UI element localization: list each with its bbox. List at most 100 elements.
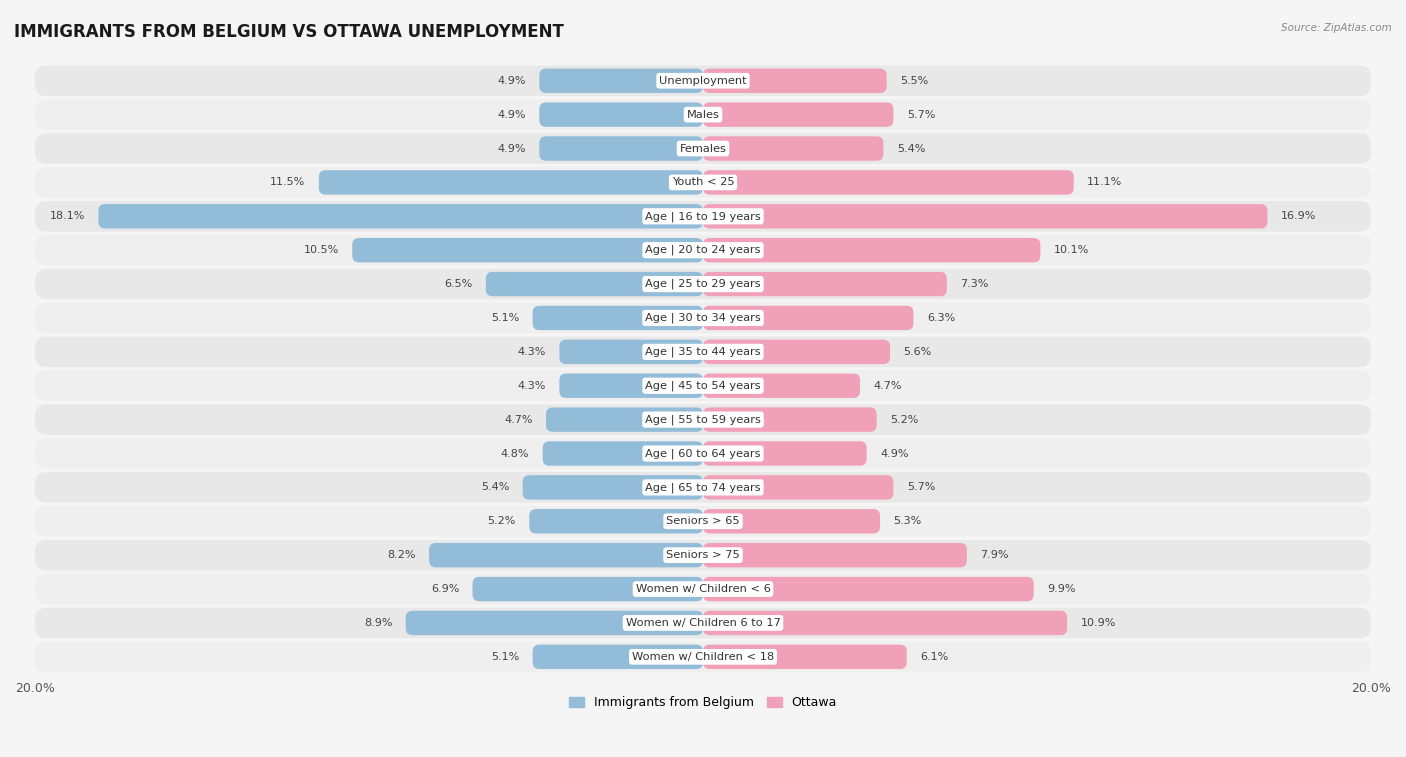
Text: 4.9%: 4.9% xyxy=(880,448,908,459)
Text: Age | 30 to 34 years: Age | 30 to 34 years xyxy=(645,313,761,323)
Text: 4.9%: 4.9% xyxy=(498,76,526,86)
FancyBboxPatch shape xyxy=(429,543,703,568)
FancyBboxPatch shape xyxy=(35,337,1371,367)
Text: 6.3%: 6.3% xyxy=(927,313,955,323)
Text: Women w/ Children < 18: Women w/ Children < 18 xyxy=(631,652,775,662)
Text: Seniors > 65: Seniors > 65 xyxy=(666,516,740,526)
Text: Age | 60 to 64 years: Age | 60 to 64 years xyxy=(645,448,761,459)
FancyBboxPatch shape xyxy=(319,170,703,195)
FancyBboxPatch shape xyxy=(35,235,1371,266)
Text: 9.9%: 9.9% xyxy=(1047,584,1076,594)
FancyBboxPatch shape xyxy=(703,238,1040,263)
Text: IMMIGRANTS FROM BELGIUM VS OTTAWA UNEMPLOYMENT: IMMIGRANTS FROM BELGIUM VS OTTAWA UNEMPL… xyxy=(14,23,564,41)
Text: 8.2%: 8.2% xyxy=(387,550,416,560)
FancyBboxPatch shape xyxy=(35,642,1371,672)
FancyBboxPatch shape xyxy=(35,133,1371,164)
Text: 5.1%: 5.1% xyxy=(491,652,519,662)
Text: Age | 20 to 24 years: Age | 20 to 24 years xyxy=(645,245,761,255)
FancyBboxPatch shape xyxy=(703,69,887,93)
Text: 7.3%: 7.3% xyxy=(960,279,988,289)
FancyBboxPatch shape xyxy=(703,475,893,500)
FancyBboxPatch shape xyxy=(472,577,703,601)
Text: 5.5%: 5.5% xyxy=(900,76,928,86)
Text: 4.3%: 4.3% xyxy=(517,347,546,357)
Text: 8.9%: 8.9% xyxy=(364,618,392,628)
FancyBboxPatch shape xyxy=(703,373,860,398)
Text: 6.5%: 6.5% xyxy=(444,279,472,289)
FancyBboxPatch shape xyxy=(703,340,890,364)
Text: Women w/ Children < 6: Women w/ Children < 6 xyxy=(636,584,770,594)
Text: 16.9%: 16.9% xyxy=(1281,211,1316,221)
Text: 11.1%: 11.1% xyxy=(1087,177,1122,188)
Text: Age | 16 to 19 years: Age | 16 to 19 years xyxy=(645,211,761,222)
Text: Seniors > 75: Seniors > 75 xyxy=(666,550,740,560)
Text: 11.5%: 11.5% xyxy=(270,177,305,188)
FancyBboxPatch shape xyxy=(703,136,883,160)
Text: 5.4%: 5.4% xyxy=(481,482,509,492)
FancyBboxPatch shape xyxy=(35,269,1371,299)
Text: 5.7%: 5.7% xyxy=(907,482,935,492)
Text: Age | 35 to 44 years: Age | 35 to 44 years xyxy=(645,347,761,357)
FancyBboxPatch shape xyxy=(35,438,1371,469)
FancyBboxPatch shape xyxy=(533,645,703,669)
FancyBboxPatch shape xyxy=(703,577,1033,601)
Text: 5.7%: 5.7% xyxy=(907,110,935,120)
Text: Age | 65 to 74 years: Age | 65 to 74 years xyxy=(645,482,761,493)
FancyBboxPatch shape xyxy=(540,102,703,127)
FancyBboxPatch shape xyxy=(703,645,907,669)
FancyBboxPatch shape xyxy=(703,272,946,296)
FancyBboxPatch shape xyxy=(703,543,967,568)
FancyBboxPatch shape xyxy=(35,303,1371,333)
FancyBboxPatch shape xyxy=(703,509,880,534)
FancyBboxPatch shape xyxy=(35,574,1371,604)
FancyBboxPatch shape xyxy=(560,340,703,364)
FancyBboxPatch shape xyxy=(529,509,703,534)
FancyBboxPatch shape xyxy=(35,201,1371,232)
FancyBboxPatch shape xyxy=(98,204,703,229)
Text: 10.1%: 10.1% xyxy=(1053,245,1090,255)
FancyBboxPatch shape xyxy=(35,99,1371,130)
FancyBboxPatch shape xyxy=(35,472,1371,503)
FancyBboxPatch shape xyxy=(406,611,703,635)
Text: 4.3%: 4.3% xyxy=(517,381,546,391)
FancyBboxPatch shape xyxy=(35,370,1371,401)
Text: 10.5%: 10.5% xyxy=(304,245,339,255)
FancyBboxPatch shape xyxy=(35,540,1371,571)
FancyBboxPatch shape xyxy=(523,475,703,500)
Text: Age | 55 to 59 years: Age | 55 to 59 years xyxy=(645,414,761,425)
FancyBboxPatch shape xyxy=(703,102,893,127)
Text: 5.4%: 5.4% xyxy=(897,144,925,154)
Text: Females: Females xyxy=(679,144,727,154)
FancyBboxPatch shape xyxy=(703,441,866,466)
Text: 6.9%: 6.9% xyxy=(430,584,460,594)
Text: 4.9%: 4.9% xyxy=(498,144,526,154)
Text: 10.9%: 10.9% xyxy=(1080,618,1116,628)
FancyBboxPatch shape xyxy=(486,272,703,296)
FancyBboxPatch shape xyxy=(703,611,1067,635)
Text: 7.9%: 7.9% xyxy=(980,550,1008,560)
Text: Males: Males xyxy=(686,110,720,120)
Text: Age | 25 to 29 years: Age | 25 to 29 years xyxy=(645,279,761,289)
FancyBboxPatch shape xyxy=(703,170,1074,195)
Text: 4.9%: 4.9% xyxy=(498,110,526,120)
FancyBboxPatch shape xyxy=(35,167,1371,198)
Text: 5.6%: 5.6% xyxy=(904,347,932,357)
Text: 4.7%: 4.7% xyxy=(505,415,533,425)
Text: 5.1%: 5.1% xyxy=(491,313,519,323)
Text: Unemployment: Unemployment xyxy=(659,76,747,86)
Text: Age | 45 to 54 years: Age | 45 to 54 years xyxy=(645,381,761,391)
FancyBboxPatch shape xyxy=(546,407,703,431)
Text: 5.2%: 5.2% xyxy=(890,415,918,425)
Text: Women w/ Children 6 to 17: Women w/ Children 6 to 17 xyxy=(626,618,780,628)
FancyBboxPatch shape xyxy=(703,407,877,431)
FancyBboxPatch shape xyxy=(35,608,1371,638)
FancyBboxPatch shape xyxy=(35,506,1371,537)
Text: 4.7%: 4.7% xyxy=(873,381,901,391)
Text: Youth < 25: Youth < 25 xyxy=(672,177,734,188)
FancyBboxPatch shape xyxy=(540,69,703,93)
FancyBboxPatch shape xyxy=(353,238,703,263)
FancyBboxPatch shape xyxy=(560,373,703,398)
FancyBboxPatch shape xyxy=(703,204,1268,229)
Text: 6.1%: 6.1% xyxy=(920,652,949,662)
Text: 5.2%: 5.2% xyxy=(488,516,516,526)
